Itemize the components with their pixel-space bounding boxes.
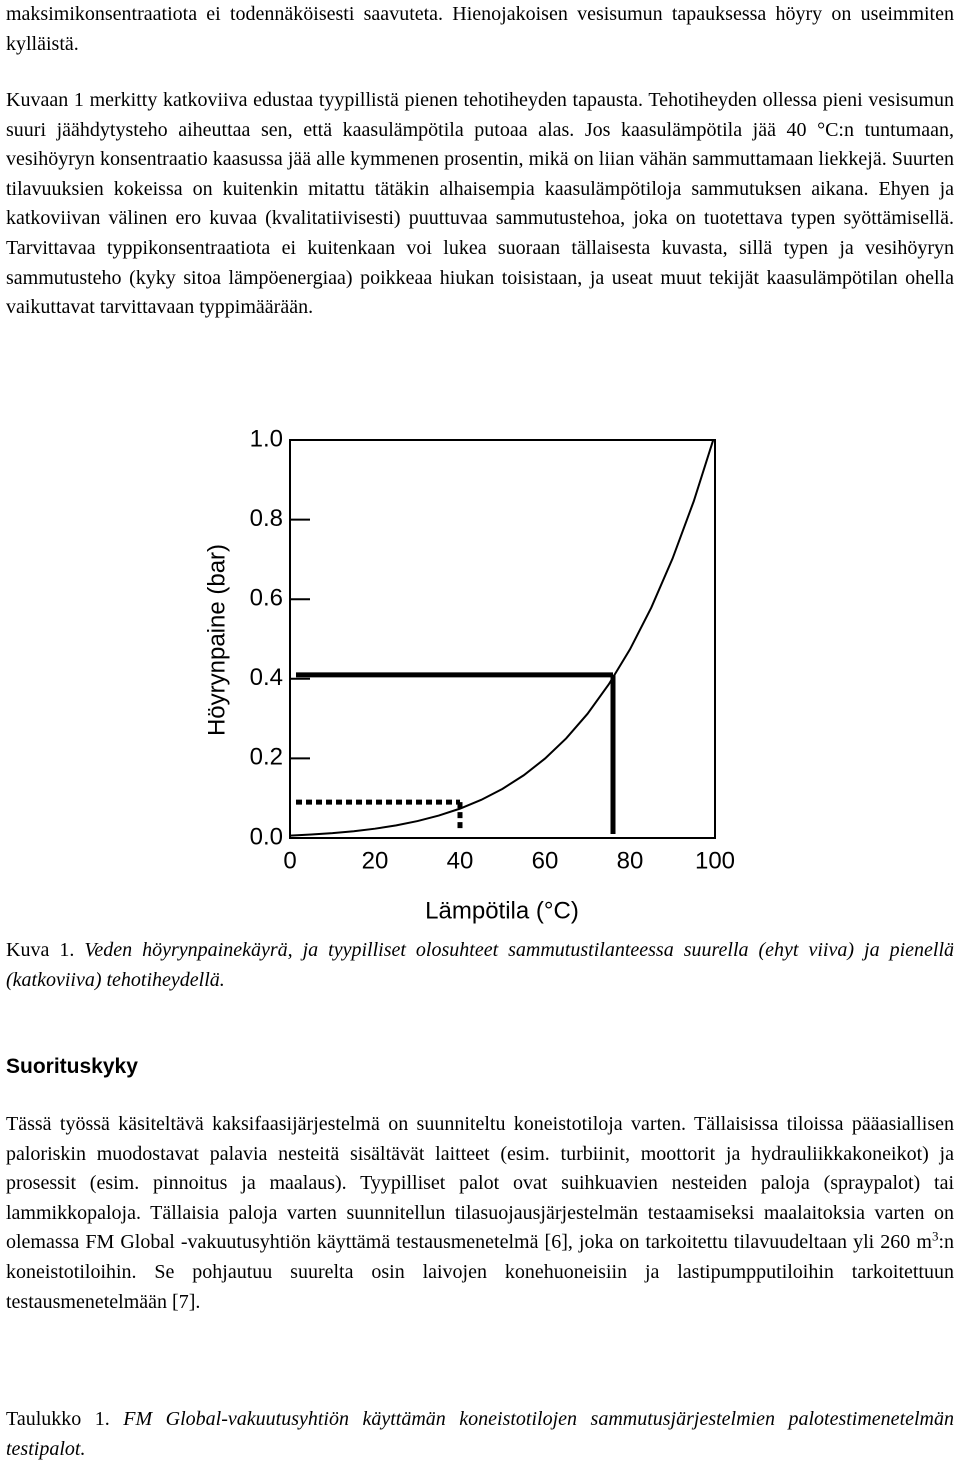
y-tick-label: 0.0	[250, 823, 283, 850]
table-caption: Taulukko 1. FM Global-vakuutusyhtiön käy…	[6, 1405, 954, 1464]
paragraph: Tässä työssä käsiteltävä kaksifaasijärje…	[6, 1110, 954, 1317]
chart: Lämpötila (°C) Höyrynpaine (bar) 0.0 0.2 0…	[203, 425, 735, 924]
x-tick-label: 20	[362, 847, 389, 874]
x-tick-label: 100	[695, 847, 735, 874]
curve	[290, 440, 715, 837]
text: Tässä työssä käsiteltävä kaksifaasijärje…	[6, 1113, 954, 1254]
superscript: 3	[931, 1228, 939, 1244]
caption-text: Veden höyrynpainekäyrä, ja tyypilliset o…	[6, 939, 954, 991]
y-tick-label: 1.0	[250, 425, 283, 452]
x-tick-label: 40	[447, 847, 474, 874]
figure-caption: Kuva 1. Veden höyrynpainekäyrä, ja tyypi…	[6, 936, 954, 995]
paragraph: maksimikonsentraatiota ei todennäköisest…	[6, 3, 954, 55]
caption-label: Taulukko 1.	[6, 1408, 110, 1430]
y-axis-label: Höyrynpaine (bar)	[203, 544, 230, 736]
y-tick-label: 0.2	[250, 744, 283, 771]
plot-frame	[289, 439, 716, 839]
x-axis-label: Lämpötila (°C)	[425, 897, 579, 924]
x-tick-label: 60	[532, 847, 559, 874]
text: :n koneistotiloihin. Se pohjautuu suurel…	[6, 1231, 954, 1313]
y-tick-label: 0.8	[250, 505, 283, 532]
x-tick-label: 0	[283, 847, 296, 874]
caption-text: FM Global-vakuutusyhtiön käyttämän konei…	[6, 1408, 954, 1460]
y-tick-label: 0.4	[250, 664, 283, 691]
x-tick-label: 80	[617, 847, 644, 874]
paragraph: Kuvaan 1 merkitty katkoviiva edustaa tyy…	[6, 89, 954, 319]
caption-label: Kuva 1.	[6, 939, 75, 961]
heading: Suorituskyky	[6, 1055, 138, 1078]
y-tick-label: 0.6	[250, 585, 283, 612]
